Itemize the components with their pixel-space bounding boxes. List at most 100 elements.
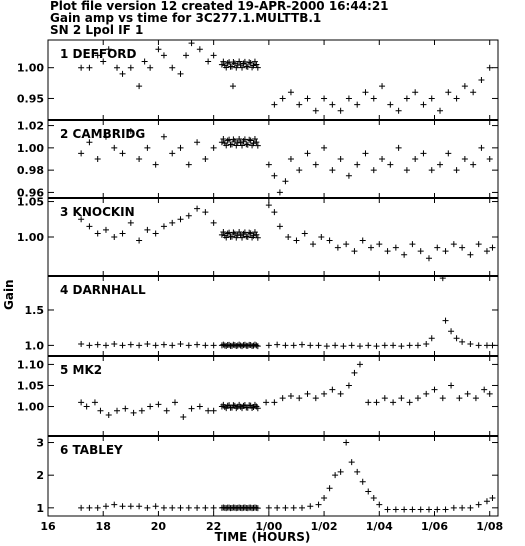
panel-3-point-44 [483, 248, 490, 255]
panel-3-point-32 [384, 248, 391, 255]
panel-1-point-30 [345, 95, 352, 102]
panel-4-point-33 [398, 343, 405, 350]
panel-2-point-40 [445, 150, 452, 157]
panel-5-point-36 [406, 399, 413, 406]
panel-1-point-28 [329, 101, 336, 108]
panel-5-point-1 [83, 403, 90, 410]
panel-5-point-5 [114, 407, 121, 414]
panel-2-point-33 [387, 161, 394, 168]
panel-2-point-38 [428, 167, 435, 174]
panel-5-point-25 [321, 390, 328, 397]
plot-header-line3: SN 2 Lpol IF 1 [50, 23, 144, 37]
panel-6-point-19 [282, 504, 289, 511]
panel-5-point-2 [91, 399, 98, 406]
panel-1-point-20 [229, 83, 236, 90]
panel-6-label: 6 TABLEY [60, 443, 123, 457]
panel-1-point-5 [114, 64, 121, 71]
panel-6-point-5 [119, 503, 126, 510]
panel-5-point-12 [171, 399, 178, 406]
panel-1-point-15 [183, 52, 190, 59]
panel-3-point-24 [318, 234, 325, 240]
panel-1-point-46 [478, 77, 485, 83]
panel-5-point-37 [414, 395, 421, 402]
panel-3-point-37 [425, 255, 432, 262]
panel-5-point-43 [464, 390, 471, 397]
panel-2-point-45 [486, 156, 493, 162]
panel-6-point-6 [127, 503, 134, 510]
panel-4-point-19 [282, 342, 289, 349]
panel-2-point-27 [337, 156, 344, 162]
panel-3-point-13 [185, 212, 192, 219]
panel-2-point-3 [102, 133, 109, 140]
panel-4-point-5 [119, 342, 126, 349]
panel-6-point-41 [434, 506, 441, 513]
panel-5-dense-point-21 [249, 405, 256, 412]
panel-1-point-18 [205, 58, 212, 65]
panel-1-dense-point-8 [230, 58, 237, 65]
panel-2-point-36 [412, 156, 419, 162]
panel-4-point-34 [406, 342, 413, 349]
panel-2-point-6 [127, 128, 134, 135]
panel-6-point-47 [483, 498, 490, 505]
panel-3-point-25 [326, 237, 333, 244]
panel-3-point-39 [442, 248, 449, 255]
panel-3-point-14 [194, 205, 201, 212]
panel-4-ytick-label-0: 1.0 [25, 339, 45, 352]
panel-5-point-3 [97, 407, 104, 414]
panel-1-point-14 [177, 70, 184, 77]
panel-6-point-45 [467, 504, 474, 511]
xtick-label-5: 1/02 [311, 520, 338, 533]
panel-1-dense-point-23 [251, 58, 258, 65]
panel-5-point-41 [448, 382, 455, 389]
panel-2-point-24 [312, 161, 319, 168]
panel-6-point-32 [365, 488, 372, 495]
panel-3-point-27 [343, 241, 350, 248]
panel-5-point-31 [365, 399, 372, 406]
panel-1-ytick-label-1: 1.00 [17, 62, 44, 75]
panel-1-point-36 [395, 107, 402, 114]
panel-5-point-32 [373, 399, 380, 406]
panel-1-point-40 [428, 95, 435, 102]
panel-5-point-34 [390, 399, 397, 406]
panel-6-point-0 [78, 504, 85, 511]
panel-1-point-38 [412, 89, 419, 96]
panel-4-point-35 [414, 342, 421, 349]
xtick-label-8: 1/08 [476, 520, 503, 533]
panel-6-point-33 [370, 495, 377, 502]
panel-6-point-38 [409, 506, 416, 513]
panel-1-dense-point-1 [220, 58, 227, 65]
panel-4-point-44 [475, 342, 482, 349]
panel-2-dense-point-10 [233, 142, 240, 149]
panel-5-point-10 [155, 401, 162, 408]
panel-3-point-29 [359, 237, 366, 244]
panel-2-dense-point-23 [251, 135, 258, 142]
panel-3-dense-point-24 [253, 231, 260, 238]
panel-4-point-42 [459, 338, 466, 345]
panel-5-point-21 [287, 393, 294, 399]
panel-5-point-24 [312, 395, 319, 402]
panel-2-point-20 [282, 178, 289, 185]
panel-2-ytick-label-0: 0.96 [17, 186, 44, 199]
panel-4-point-9 [152, 342, 159, 349]
panel-1-point-42 [445, 89, 452, 96]
panel-1-point-22 [279, 95, 286, 102]
panel-3-point-40 [450, 241, 457, 248]
panel-3-point-9 [152, 230, 159, 237]
panel-5-point-20 [279, 395, 286, 402]
panel-5-ytick-label-2: 1.10 [17, 358, 44, 371]
panel-1-dense-point-24 [253, 61, 260, 68]
panel-3-point-3 [102, 226, 109, 233]
panel-2-point-43 [470, 161, 477, 168]
panel-6-point-4 [111, 501, 118, 508]
panel-4-point-20 [290, 342, 297, 349]
panel-5-point-14 [188, 405, 195, 412]
xtick-label-6: 1/04 [366, 520, 393, 533]
panel-4-point-22 [307, 342, 314, 349]
panel-6-dense-point-25 [254, 505, 261, 512]
panel-5-dense-point-25 [254, 405, 261, 412]
panel-1-point-43 [453, 95, 460, 102]
panel-3-point-7 [136, 237, 143, 244]
panel-1-point-24 [296, 101, 303, 108]
panel-2-dense-point-20 [247, 137, 254, 144]
panel-6-point-48 [489, 495, 496, 502]
